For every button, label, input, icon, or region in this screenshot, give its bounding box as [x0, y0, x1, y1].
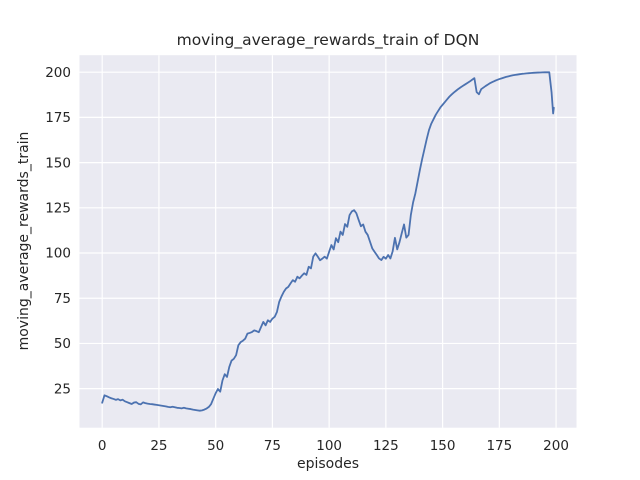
y-tick-label: 75 [54, 291, 71, 307]
x-tick-label: 150 [430, 438, 456, 454]
series-line [101, 71, 555, 412]
chart-title: moving_average_rewards_train of DQN [177, 31, 480, 50]
series-group [101, 71, 555, 412]
x-tick-label: 100 [316, 438, 342, 454]
x-tick-label: 25 [150, 438, 167, 454]
y-tick-label: 50 [54, 336, 71, 352]
x-tick-label: 50 [207, 438, 224, 454]
y-tick-label: 25 [54, 381, 71, 397]
y-axis-label: moving_average_rewards_train [16, 132, 32, 351]
plot-area [79, 55, 577, 428]
y-tick-label: 150 [45, 155, 71, 171]
x-tick-label: 200 [543, 438, 569, 454]
x-tick-label: 75 [264, 438, 281, 454]
y-tick-label: 200 [45, 65, 71, 81]
y-tick-label: 175 [45, 110, 71, 126]
x-axis-label: episodes [297, 456, 359, 472]
x-tick-label: 175 [486, 438, 512, 454]
x-tick-label: 0 [98, 438, 107, 454]
y-tick-label: 100 [45, 246, 71, 262]
y-tick-label: 125 [45, 201, 71, 217]
tick-labels: 0 25 50 75 100 125 150 175 200 25 50 75 100 125 150 175… [45, 65, 569, 454]
x-tick-label: 125 [373, 438, 399, 454]
